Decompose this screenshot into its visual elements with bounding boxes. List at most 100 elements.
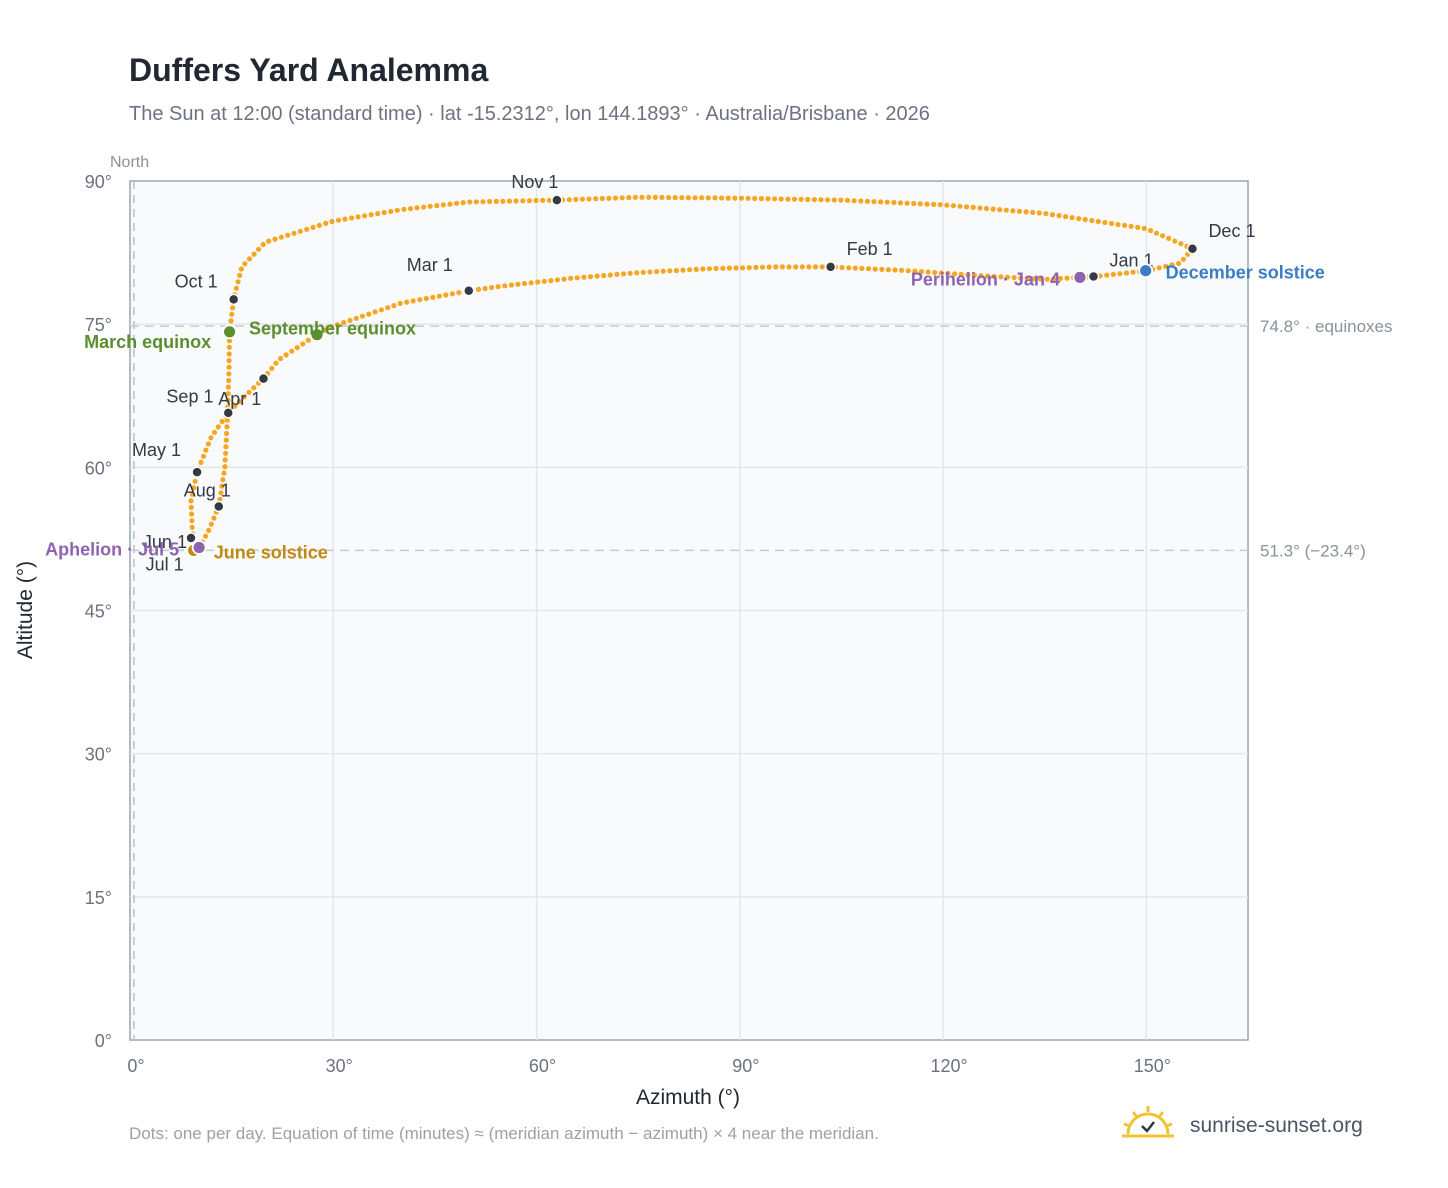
- daily-dot: [222, 464, 228, 470]
- daily-dot: [304, 226, 310, 232]
- daily-dot: [394, 207, 400, 213]
- daily-dot: [460, 200, 466, 206]
- daily-dot: [1178, 241, 1184, 247]
- daily-dot: [414, 205, 420, 211]
- daily-dot: [285, 232, 291, 238]
- daily-dot: [535, 279, 541, 285]
- daily-dot: [568, 275, 574, 281]
- daily-dot: [1082, 216, 1088, 223]
- daily-dot: [368, 212, 374, 218]
- daily-dot: [1044, 276, 1050, 282]
- daily-dot: [798, 196, 804, 202]
- daily-dot: [198, 459, 204, 465]
- month-marker-label: Apr 1: [218, 389, 261, 409]
- daily-dot: [328, 324, 334, 330]
- daily-dot: [1095, 218, 1101, 225]
- daily-dot: [1123, 270, 1130, 276]
- month-marker-label: Feb 1: [847, 239, 893, 259]
- daily-dot: [480, 199, 486, 205]
- daily-dot: [626, 195, 632, 201]
- daily-dot: [685, 195, 692, 201]
- daily-dot: [225, 391, 231, 397]
- daily-dot: [679, 195, 685, 201]
- daily-dot: [191, 485, 197, 491]
- event-markers: March equinox September equinox June solst…: [45, 263, 1325, 563]
- daily-dot: [911, 200, 917, 207]
- daily-dot: [449, 291, 455, 297]
- month-marker-label: Jun 1: [143, 532, 187, 552]
- daily-dot: [879, 266, 885, 272]
- daily-dot: [289, 348, 295, 354]
- daily-dot: [454, 200, 460, 206]
- month-marker-dot: [191, 466, 203, 478]
- daily-dot: [273, 360, 279, 366]
- daily-dot: [188, 498, 194, 504]
- daily-dot: [246, 389, 252, 395]
- daily-dot: [362, 213, 368, 219]
- daily-dot: [378, 307, 384, 313]
- daily-dot: [1172, 238, 1178, 244]
- daily-dot: [1147, 227, 1154, 234]
- reference-label: 51.3° (−23.4°): [1260, 541, 1366, 560]
- daily-dot: [226, 371, 232, 377]
- daily-dot: [745, 195, 751, 201]
- month-marker-label: Mar 1: [407, 255, 453, 275]
- daily-dot: [759, 264, 766, 270]
- chart-subtitle: The Sun at 12:00 (standard time) · lat -…: [129, 103, 930, 125]
- daily-dot: [404, 299, 410, 305]
- daily-dot: [1169, 262, 1175, 268]
- daily-dot: [766, 264, 772, 270]
- daily-dot: [779, 264, 786, 270]
- daily-dot: [852, 265, 858, 271]
- daily-dot: [226, 338, 233, 344]
- reference-lines: North 74.8° · equinoxes 51.3° (−23.4°): [110, 154, 1393, 1040]
- chart-title: Duffers Yard Analemma: [129, 52, 489, 88]
- daily-dot: [1031, 276, 1037, 282]
- daily-dot: [223, 437, 229, 443]
- daily-dot: [938, 270, 944, 276]
- daily-dot: [1160, 233, 1166, 239]
- daily-dot: [647, 269, 653, 275]
- daily-dot: [872, 266, 878, 272]
- daily-dot: [323, 220, 329, 226]
- daily-dot: [220, 477, 226, 483]
- daily-dot: [322, 327, 328, 333]
- daily-dot: [925, 269, 931, 275]
- daily-dot: [533, 197, 539, 204]
- daily-dot: [256, 246, 262, 252]
- daily-dot: [235, 279, 241, 285]
- daily-dot: [899, 267, 905, 273]
- month-marker-label: Aug 1: [184, 480, 231, 500]
- daily-dot: [305, 337, 311, 343]
- daily-dot: [791, 196, 798, 202]
- daily-dot: [203, 447, 209, 453]
- daily-dot: [705, 195, 711, 201]
- daily-dot: [502, 283, 508, 289]
- daily-dot: [614, 271, 620, 277]
- daily-dot: [237, 272, 243, 278]
- daily-dot: [752, 195, 758, 202]
- month-marker-dot: [222, 407, 234, 419]
- daily-dot: [1089, 217, 1095, 224]
- daily-dot: [310, 224, 316, 230]
- daily-dot: [1104, 272, 1110, 278]
- daily-dot: [230, 305, 236, 311]
- daily-dot: [599, 195, 605, 202]
- daily-dot: [381, 209, 387, 216]
- daily-dot: [871, 199, 877, 205]
- daily-dot: [778, 196, 784, 202]
- daily-dot: [219, 418, 225, 425]
- daily-dot: [526, 198, 533, 204]
- brand-logo[interactable]: sunrise-sunset.org: [1120, 1104, 1400, 1148]
- daily-dot: [738, 195, 745, 201]
- daily-dot: [891, 199, 897, 206]
- event-marker-label: September equinox: [249, 319, 416, 339]
- daily-dot: [667, 268, 673, 274]
- x-tick-label: 150°: [1134, 1056, 1171, 1076]
- x-tick-label: 120°: [930, 1056, 967, 1076]
- daily-dot: [359, 313, 366, 319]
- daily-dot: [1036, 210, 1042, 216]
- daily-dot: [944, 202, 950, 208]
- daily-dot: [699, 195, 705, 201]
- event-marker-label: March equinox: [84, 332, 211, 352]
